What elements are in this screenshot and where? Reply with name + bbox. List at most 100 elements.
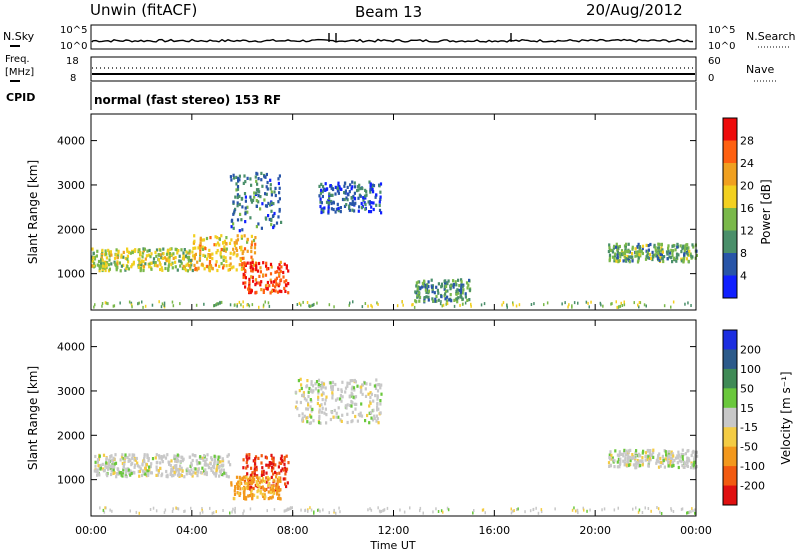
power-cell bbox=[440, 295, 443, 299]
velocity-cell bbox=[245, 455, 248, 459]
velocity-cell bbox=[609, 463, 612, 467]
velocity-cell bbox=[180, 466, 183, 470]
velocity-cell bbox=[305, 385, 308, 389]
power-cell bbox=[676, 245, 679, 249]
power-cell bbox=[278, 274, 281, 278]
velocity-cell bbox=[249, 476, 252, 480]
velocity-cell bbox=[255, 480, 258, 484]
velocity-cell bbox=[230, 483, 233, 487]
power-cell bbox=[110, 253, 113, 257]
velocity-cell bbox=[147, 472, 150, 476]
power-cell bbox=[344, 191, 347, 195]
power-cell bbox=[251, 275, 254, 279]
power-cell bbox=[225, 259, 228, 263]
power-cell bbox=[457, 296, 460, 300]
velocity-cell bbox=[145, 463, 148, 467]
velocity-cell bbox=[354, 414, 357, 419]
velocity-cell bbox=[321, 406, 324, 410]
velocity-cell bbox=[265, 487, 268, 492]
velocity-cell bbox=[672, 463, 675, 468]
velocity-cell bbox=[379, 402, 382, 406]
velocity-cell bbox=[618, 453, 621, 457]
nsky-tick-top-left: 10^5 bbox=[60, 25, 87, 36]
power-cell bbox=[466, 298, 469, 302]
power-cell bbox=[244, 276, 247, 280]
cpid-label: CPID bbox=[6, 91, 35, 104]
velocity-cell bbox=[179, 464, 182, 468]
power-cell bbox=[425, 284, 428, 288]
velocity-cell bbox=[258, 476, 261, 480]
power-region bbox=[318, 180, 383, 215]
velocity-cell bbox=[317, 382, 320, 387]
velocity-colorbar-swatch bbox=[723, 368, 737, 389]
power-cell bbox=[271, 283, 275, 287]
power-cell bbox=[161, 268, 164, 272]
power-cell bbox=[577, 301, 579, 305]
power-cell bbox=[259, 283, 262, 287]
power-cell bbox=[186, 269, 189, 273]
velocity-cell bbox=[272, 487, 275, 491]
velocity-cell bbox=[229, 511, 231, 515]
velocity-cell bbox=[216, 464, 219, 469]
power-cell bbox=[122, 250, 125, 254]
velocity-cell bbox=[177, 473, 180, 477]
power-cell bbox=[249, 290, 252, 295]
power-cell bbox=[177, 249, 180, 253]
power-cell bbox=[104, 301, 107, 305]
velocity-cell bbox=[250, 466, 253, 470]
power-cell bbox=[372, 201, 375, 205]
power-cell bbox=[139, 269, 142, 273]
velocity-cell bbox=[647, 464, 650, 468]
velocity-cell bbox=[680, 460, 683, 464]
power-cell bbox=[259, 207, 262, 211]
power-cell bbox=[439, 302, 442, 306]
velocity-cell bbox=[645, 454, 648, 458]
power-cell bbox=[246, 249, 249, 253]
velocity-cell bbox=[242, 475, 246, 479]
velocity-cell bbox=[121, 461, 124, 466]
velocity-cell bbox=[648, 449, 652, 453]
power-cell bbox=[546, 301, 549, 305]
power-cell bbox=[244, 180, 247, 184]
power-region bbox=[91, 247, 194, 273]
power-cell bbox=[616, 305, 618, 309]
velocity-cell bbox=[361, 392, 364, 396]
power-cell bbox=[654, 246, 657, 250]
velocity-cell bbox=[221, 458, 224, 463]
power-cell bbox=[189, 267, 192, 271]
power-cell bbox=[185, 254, 188, 258]
power-cell bbox=[155, 248, 159, 252]
velocity-cell bbox=[668, 462, 671, 466]
velocity-cell bbox=[378, 509, 381, 513]
power-cell bbox=[267, 267, 270, 271]
velocity-cell bbox=[283, 468, 286, 472]
power-cell bbox=[621, 304, 624, 307]
power-cell bbox=[658, 258, 661, 262]
power-cell bbox=[254, 283, 257, 287]
velocity-cell bbox=[532, 507, 535, 511]
power-cell bbox=[103, 262, 106, 266]
velocity-cell bbox=[628, 463, 631, 467]
velocity-cell bbox=[278, 471, 281, 475]
power-cell bbox=[335, 207, 338, 211]
power-ylabel: Slant Range [km] bbox=[26, 160, 40, 264]
power-cell bbox=[356, 185, 360, 189]
velocity-cell bbox=[603, 507, 606, 511]
power-cell bbox=[334, 185, 337, 189]
velocity-cell bbox=[346, 384, 349, 388]
power-cell bbox=[278, 191, 281, 195]
power-cell bbox=[228, 267, 231, 272]
velocity-cell bbox=[323, 411, 326, 415]
velocity-cell bbox=[695, 450, 698, 454]
velocity-cell bbox=[239, 487, 242, 491]
velocity-cell bbox=[661, 461, 664, 465]
power-cell bbox=[214, 235, 217, 239]
power-cell bbox=[159, 263, 162, 267]
velocity-cell bbox=[99, 506, 101, 510]
velocity-cell bbox=[368, 411, 371, 415]
power-cell bbox=[265, 217, 268, 221]
velocity-cell bbox=[93, 469, 96, 473]
velocity-cell bbox=[627, 454, 630, 458]
power-cell bbox=[608, 253, 612, 257]
power-cell bbox=[423, 299, 426, 303]
